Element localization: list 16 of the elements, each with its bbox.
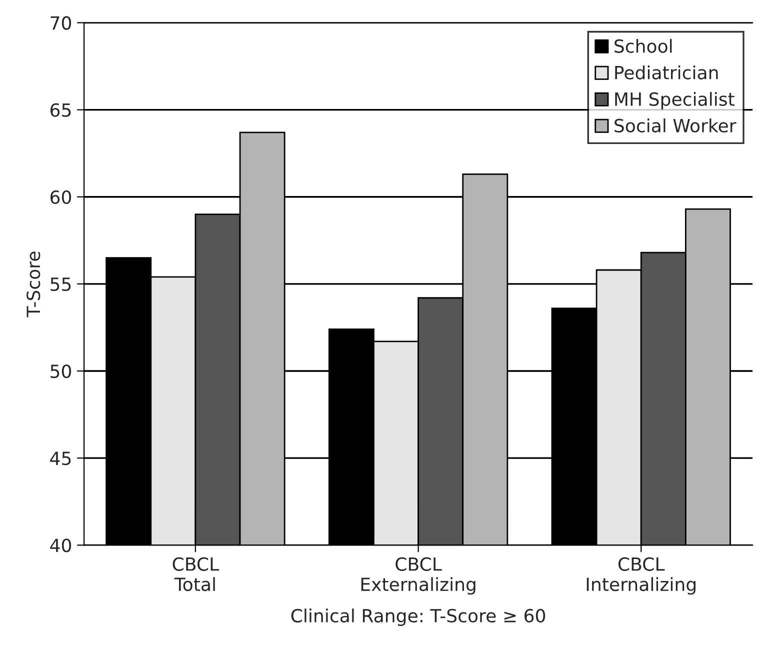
legend-label: MH Specialist: [615, 92, 734, 110]
x-axis-title: Clinical Range: T-Score ≥ 60: [291, 608, 546, 626]
x-tick-label: CBCL Internalizing: [586, 557, 696, 595]
y-tick-label: 60: [50, 190, 72, 204]
y-tick-label: 70: [50, 16, 72, 30]
y-tick-label: 55: [50, 278, 71, 292]
y-tick-label: 40: [50, 538, 72, 552]
y-tick-label: 50: [50, 364, 72, 378]
legend-label: Pediatrician: [615, 65, 718, 80]
x-tick-label: CBCL Externalizing: [361, 557, 476, 595]
legend-label: Social Worker: [614, 118, 736, 132]
y-tick-label: 65: [50, 103, 71, 117]
legend-label: School: [614, 38, 672, 53]
y-tick-label: 45: [50, 452, 71, 466]
x-tick-label: CBCL Total: [172, 557, 220, 592]
y-axis-title: T-Score: [26, 252, 40, 318]
